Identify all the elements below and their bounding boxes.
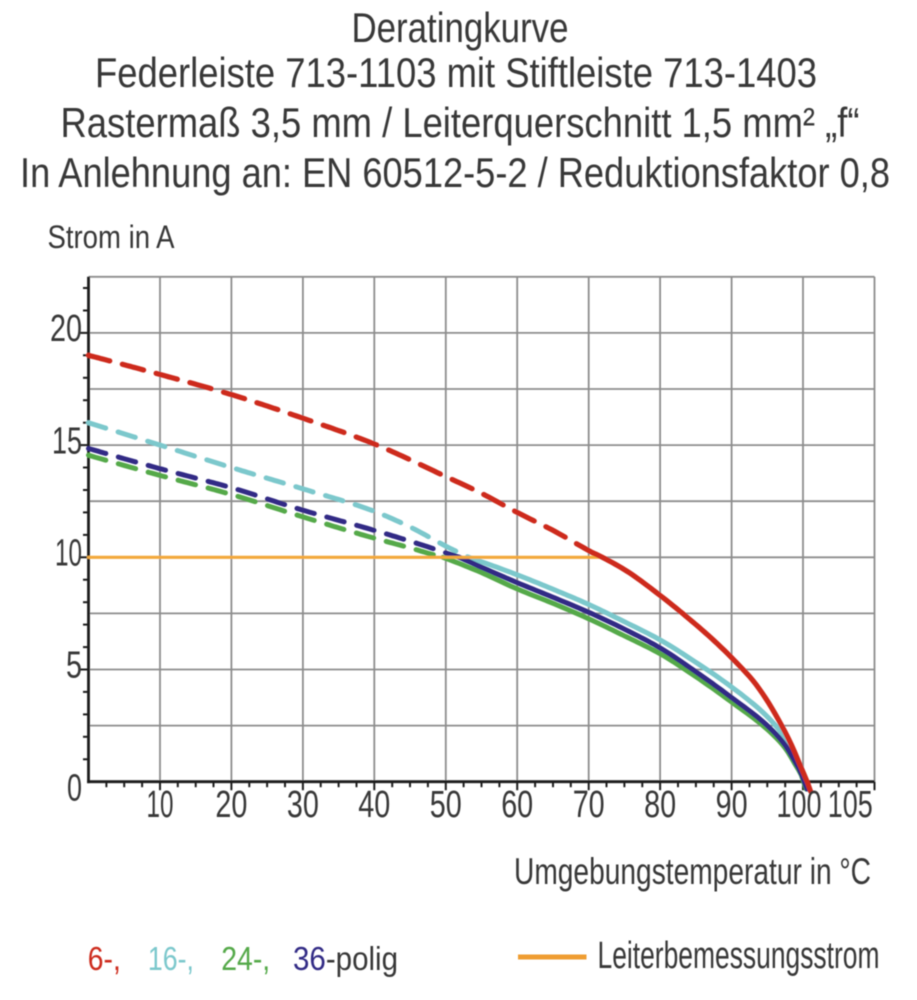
svg-text:Deratingkurve: Deratingkurve xyxy=(352,4,569,51)
svg-text:5: 5 xyxy=(66,645,82,687)
svg-text:6-,: 6-, xyxy=(88,940,121,977)
svg-text:16-,: 16-, xyxy=(148,940,194,977)
svg-text:100: 100 xyxy=(777,784,822,826)
svg-text:60: 60 xyxy=(501,784,533,826)
svg-text:20: 20 xyxy=(215,784,247,826)
svg-text:In Anlehnung an: EN 60512-5-2: In Anlehnung an: EN 60512-5-2 / Reduktio… xyxy=(20,149,890,196)
svg-text:Umgebungstemperatur in °C: Umgebungstemperatur in °C xyxy=(514,851,871,892)
svg-text:24-,: 24-, xyxy=(221,940,270,977)
svg-text:105: 105 xyxy=(828,784,873,826)
svg-text:10: 10 xyxy=(147,784,174,826)
svg-text:Federleiste 713-1103 mit Stift: Federleiste 713-1103 mit Stiftleiste 713… xyxy=(95,49,817,96)
svg-text:30: 30 xyxy=(287,784,319,826)
svg-text:Strom in A: Strom in A xyxy=(48,219,176,255)
svg-text:10: 10 xyxy=(55,533,82,575)
svg-text:Leiterbemessungsstrom: Leiterbemessungsstrom xyxy=(598,935,880,977)
svg-text:40: 40 xyxy=(358,784,390,826)
svg-text:90: 90 xyxy=(716,784,748,826)
svg-text:15: 15 xyxy=(52,420,82,462)
svg-text:70: 70 xyxy=(573,784,605,826)
svg-text:Rastermaß 3,5 mm / Leiterquers: Rastermaß 3,5 mm / Leiterquerschnitt 1,5… xyxy=(61,99,860,146)
svg-text:0: 0 xyxy=(67,768,82,810)
svg-text:20: 20 xyxy=(50,308,82,350)
svg-text:50: 50 xyxy=(430,784,462,826)
svg-text:36-polig: 36-polig xyxy=(293,940,398,977)
svg-text:80: 80 xyxy=(644,784,676,826)
